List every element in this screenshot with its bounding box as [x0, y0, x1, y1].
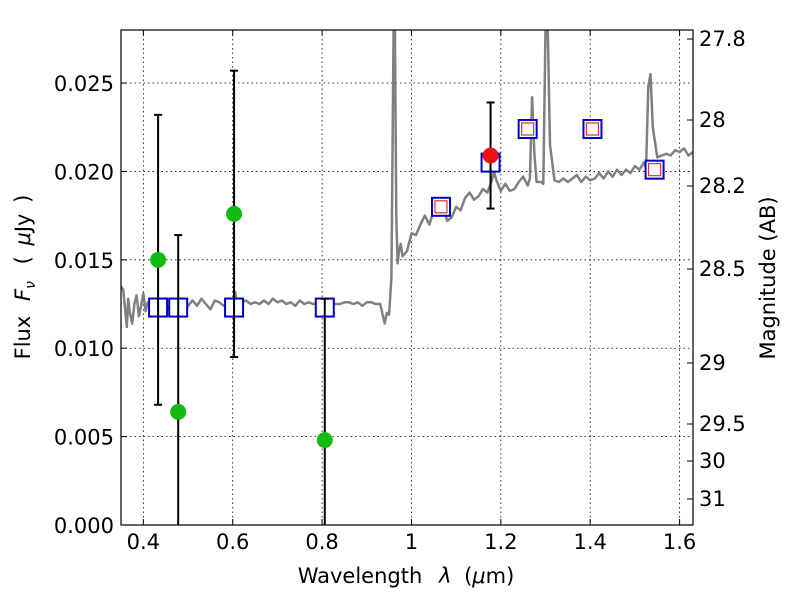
- grid: [121, 30, 693, 525]
- mag-tick-label: 28.2: [699, 174, 746, 198]
- observed-flux-box: [585, 122, 600, 136]
- photometry-point-green: [170, 403, 187, 420]
- x-tick-label: 1.6: [663, 530, 696, 554]
- plot-frame: [120, 29, 694, 526]
- x-tick-label: 0.8: [305, 530, 338, 554]
- observed-flux-box: [521, 122, 535, 136]
- model-flux-box: [517, 119, 538, 139]
- photometry-point-green: [226, 205, 243, 222]
- y-label-open: (: [11, 256, 35, 264]
- x-tick-label: 0.6: [216, 530, 249, 554]
- model-flux-box: [644, 159, 665, 180]
- y-label-mu: μ: [11, 232, 35, 246]
- y-tick-label: 0.010: [54, 337, 114, 361]
- axis-ticks: 0.4 0.6 0.8 1 1.2 1.4 1.6 0.000 0.005 0.010 0.015 0…: [54, 30, 696, 554]
- model-flux-box: [582, 119, 603, 139]
- photometry-point-green: [316, 432, 333, 449]
- y-tick-label: 0.025: [54, 72, 114, 96]
- photometry-point-green: [150, 251, 167, 268]
- x-label-unit: m): [486, 564, 515, 588]
- y-label-close: ): [11, 195, 35, 203]
- observed-flux-box: [647, 163, 662, 177]
- y-tick-label: 0.015: [54, 249, 114, 273]
- x-label-symbol: λ: [438, 564, 451, 588]
- observed-flux-box: [434, 200, 448, 214]
- x-axis-label: Wavelength λ (μm): [298, 564, 515, 588]
- mag-tick-label: 30: [699, 449, 726, 473]
- x-tick-label: 0.4: [127, 530, 160, 554]
- mag-tick-label: 29: [699, 351, 726, 375]
- mag-tick-label: 28: [699, 108, 726, 132]
- y-label-text: Flux: [11, 316, 35, 360]
- mag-tick-label: 29.5: [699, 412, 746, 436]
- magnitude-axis: 27.8 28 28.2 28.5 29 29.5 30 31: [687, 27, 746, 511]
- y-tick-label: 0.000: [54, 514, 114, 538]
- x-label-mu: μ: [471, 564, 485, 588]
- y-label-symbol: F: [11, 288, 35, 301]
- y2-axis-label: Magnitude (AB): [756, 196, 780, 359]
- model-flux-box: [430, 196, 451, 217]
- x-tick-label: 1.4: [574, 530, 607, 554]
- y-tick-label: 0.020: [54, 160, 114, 184]
- mag-tick-label: 31: [699, 487, 726, 511]
- y-axis-label: Flux Fν ( μJy ): [11, 195, 40, 360]
- y-label-subscript: ν: [23, 281, 39, 289]
- y-label-unit: Jy: [11, 214, 35, 235]
- mag-tick-label: 28.5: [699, 257, 746, 281]
- x-tick-label: 1: [405, 530, 418, 554]
- x-label-text: Wavelength: [298, 564, 423, 588]
- x-label-open: (: [464, 564, 472, 588]
- y-tick-label: 0.005: [54, 426, 114, 450]
- photometry-point-red: [482, 147, 499, 164]
- plot-area: [121, 30, 693, 525]
- x-tick-label: 1.2: [484, 530, 517, 554]
- mag-tick-label: 27.8: [699, 27, 746, 51]
